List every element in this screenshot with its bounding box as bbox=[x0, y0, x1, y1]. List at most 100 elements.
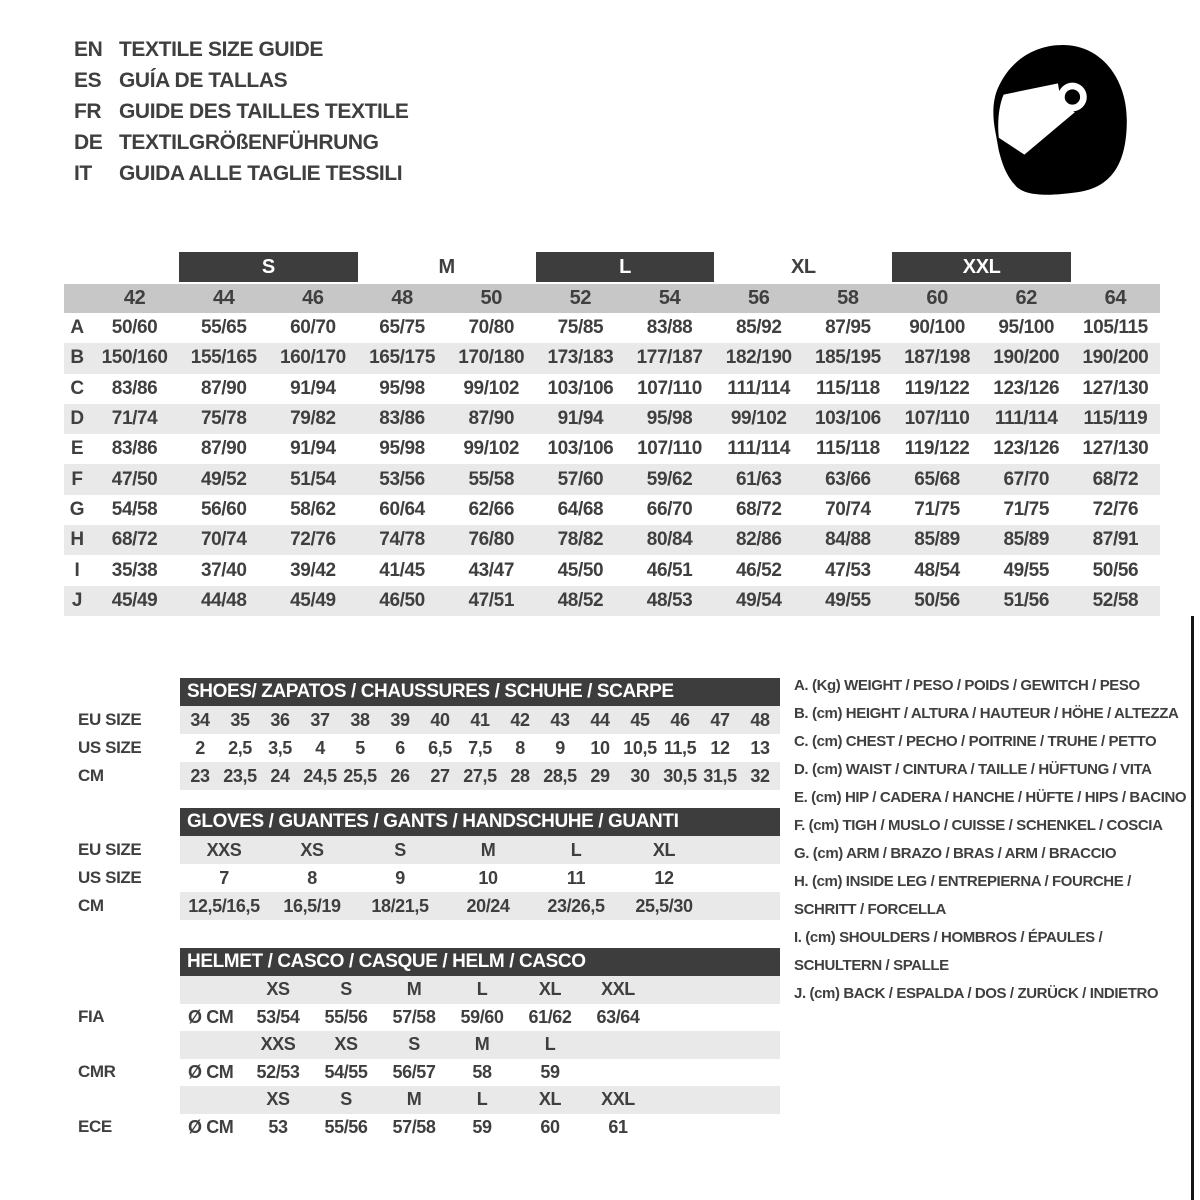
row-label: EU SIZE bbox=[78, 710, 142, 729]
size-value: 95/98 bbox=[379, 438, 425, 460]
size-value: 55/65 bbox=[200, 317, 247, 339]
textile-row: F 47/50 49/52 51/54 53/56 55/58 57/60 59/62 61/6… bbox=[64, 464, 1160, 495]
size-value: 50/56 bbox=[914, 589, 960, 611]
cell-value: 46 bbox=[670, 709, 690, 730]
cell-value: 26 bbox=[390, 765, 410, 786]
cell-value: 8 bbox=[515, 737, 525, 758]
helmet-size: XS bbox=[266, 979, 290, 1000]
helmet-value: 53 bbox=[268, 1116, 288, 1137]
size-number: 44 bbox=[213, 287, 235, 309]
helmet-header: HELMET / CASCO / CASQUE / HELM / CASCO bbox=[64, 948, 780, 976]
size-value: 111/114 bbox=[727, 377, 791, 399]
spacer bbox=[64, 678, 180, 706]
cell-value: 34 bbox=[190, 709, 210, 730]
legend-text: F. (cm) TIGH / MUSLO / CUISSE / SCHENKEL… bbox=[794, 817, 1163, 834]
helmet-sizes: XS S M L XL XXL bbox=[180, 976, 780, 1004]
language-list: EN TEXTILE SIZE GUIDE ES GUÍA DE TALLAS … bbox=[74, 34, 409, 189]
row-label: US SIZE bbox=[78, 868, 142, 887]
size-value: 46/51 bbox=[646, 559, 693, 581]
size-value: 107/110 bbox=[637, 438, 702, 460]
cell-value: 11,5 bbox=[663, 737, 697, 758]
cell-value: 25,5/30 bbox=[635, 895, 693, 916]
shoes-rows: EU SIZE 34 35 36 37 38 39 40 41 42 43 44 45 46 47 48 US … bbox=[64, 706, 780, 790]
table-row: EU SIZE 34 35 36 37 38 39 40 41 42 43 44 45 46 47 48 bbox=[64, 706, 780, 734]
helmet-values: Ø CM 52/53 54/55 56/57 58 59 bbox=[180, 1059, 780, 1087]
shoes-header: SHOES/ ZAPATOS / CHAUSSURES / SCHUHE / S… bbox=[64, 678, 780, 706]
legend-item: J. (cm) BACK / ESPALDA / DOS / ZURÜCK / … bbox=[794, 980, 1198, 1008]
size-value: 99/102 bbox=[463, 438, 520, 460]
size-value: 47/51 bbox=[468, 589, 515, 611]
spacer bbox=[64, 948, 180, 976]
size-value: 182/190 bbox=[725, 347, 792, 369]
helmet-value-row: ECE Ø CM 53 55/56 57/58 59 60 61 bbox=[64, 1114, 780, 1142]
size-value: 127/130 bbox=[1082, 377, 1149, 399]
cell-value: 24 bbox=[270, 765, 290, 786]
helmet-size: XS bbox=[334, 1034, 358, 1055]
size-value: 47/53 bbox=[825, 559, 871, 581]
size-number: 54 bbox=[658, 287, 681, 309]
spacer-cell bbox=[180, 1086, 244, 1114]
cell-value: 45 bbox=[630, 709, 650, 730]
size-value: 87/90 bbox=[468, 408, 515, 430]
helmet-size: M bbox=[406, 979, 422, 1000]
helmet-size: M bbox=[406, 1089, 422, 1110]
language-row: ES GUÍA DE TALLAS bbox=[74, 65, 408, 96]
size-value: 62/66 bbox=[468, 498, 515, 520]
legend-item: H. (cm) INSIDE LEG / ENTREPIERNA / FOURC… bbox=[794, 868, 1198, 924]
language-title: GUÍA DE TALLAS bbox=[119, 69, 288, 92]
legend-item: D. (cm) WAIST / CINTURA / TAILLE / HÜFTU… bbox=[794, 756, 1198, 784]
legend-text: SCHULTERN / SPALLE bbox=[794, 957, 949, 974]
size-value: 99/102 bbox=[730, 408, 787, 430]
size-value: 95/98 bbox=[646, 408, 693, 430]
textile-row: E 83/86 87/90 91/94 95/98 99/102 103/106 107/11… bbox=[64, 434, 1160, 464]
legend-text: J. (cm) BACK / ESPALDA / DOS / ZURÜCK / … bbox=[794, 985, 1159, 1002]
helmet-title: HELMET / CASCO / CASQUE / HELM / CASCO bbox=[180, 948, 780, 976]
size-value: 115/119 bbox=[1083, 408, 1148, 430]
measurement-legend: A. (Kg) WEIGHT / PESO / POIDS / GEWITCH … bbox=[794, 672, 1198, 1008]
gloves-rows: EU SIZE XXS XS S M L XL US SIZE 7 8 9 10 11 12 CM 12,5/… bbox=[64, 836, 780, 920]
helmet-sizes: XS S M L XL XXL bbox=[180, 1086, 780, 1114]
helmet-value: 57/58 bbox=[392, 1116, 436, 1137]
size-value: 85/92 bbox=[735, 317, 782, 339]
cell-value: 41 bbox=[470, 709, 490, 730]
size-value: 70/74 bbox=[200, 529, 247, 551]
size-value: 48/53 bbox=[646, 589, 693, 611]
size-value: 90/100 bbox=[909, 317, 965, 339]
cell-value: XL bbox=[652, 839, 676, 860]
size-value: 155/165 bbox=[190, 347, 257, 369]
cell-value: 23/26,5 bbox=[547, 895, 605, 916]
language-code: ES bbox=[74, 69, 102, 92]
helmet-size: L bbox=[476, 1089, 488, 1110]
size-value: 41/45 bbox=[379, 559, 425, 581]
size-value: 49/55 bbox=[1003, 559, 1050, 581]
size-value: 70/74 bbox=[825, 498, 871, 520]
size-value: 58/62 bbox=[290, 498, 336, 520]
size-number: 48 bbox=[391, 287, 413, 309]
row-label: CM bbox=[78, 896, 104, 915]
size-value: 59/62 bbox=[646, 468, 693, 490]
legend-text: E. (cm) HIP / CADERA / HANCHE / HÜFTE / … bbox=[794, 789, 1187, 806]
cell-value: 9 bbox=[555, 737, 565, 758]
size-group-xl: XL bbox=[790, 255, 816, 278]
cell-value: S bbox=[394, 839, 406, 860]
size-value: 48/54 bbox=[914, 559, 960, 581]
size-value: 76/80 bbox=[468, 529, 515, 551]
standard-label: CMR bbox=[78, 1062, 116, 1082]
cell-value: 16,5/19 bbox=[283, 895, 341, 916]
size-number-row: 42 44 46 48 50 52 54 56 58 60 62 64 bbox=[64, 284, 1160, 313]
size-value: 85/89 bbox=[914, 529, 960, 551]
cell-value: L bbox=[570, 839, 582, 860]
legend-text: D. (cm) WAIST / CINTURA / TAILLE / HÜFTU… bbox=[794, 761, 1152, 778]
size-value: 61/63 bbox=[735, 468, 782, 490]
gloves-title: GLOVES / GUANTES / GANTS / HANDSCHUHE / … bbox=[180, 808, 780, 836]
row-cells: XXS XS S M L XL bbox=[180, 836, 780, 864]
racing-helmet-icon bbox=[993, 45, 1127, 195]
size-value: 83/86 bbox=[111, 377, 158, 399]
helmet-size: XXS bbox=[260, 1034, 296, 1055]
cell-value: 8 bbox=[307, 867, 317, 888]
language-code: EN bbox=[74, 38, 103, 61]
cell-value: 12 bbox=[710, 737, 730, 758]
size-value: 43/47 bbox=[468, 559, 515, 581]
row-letter: I bbox=[74, 559, 80, 581]
size-value: 82/86 bbox=[735, 529, 782, 551]
